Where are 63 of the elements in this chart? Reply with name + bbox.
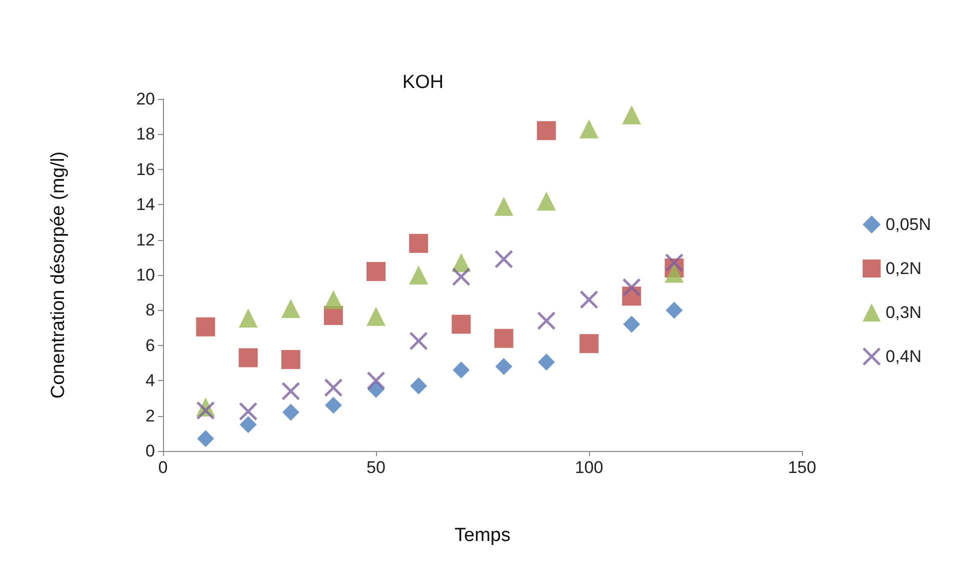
point [238,348,258,368]
point [622,278,641,296]
point [666,302,683,319]
point [622,105,642,124]
point [239,402,258,420]
x-axis-title: Temps [454,525,510,546]
point [324,396,342,414]
point [452,314,471,334]
point [664,264,684,283]
y-tick-label: 8 [146,300,155,320]
point [536,121,556,140]
x-tick-label: 150 [788,458,816,477]
point [366,306,386,326]
y-tick-label: 2 [146,406,155,426]
point [196,317,216,336]
point [238,308,258,328]
point [367,372,385,390]
point [197,430,214,448]
point [580,119,598,138]
point [494,250,513,268]
y-tick-label: 14 [136,195,155,214]
point [623,316,640,333]
x-tick-label: 0 [158,458,168,477]
point [452,268,470,286]
point [495,358,512,376]
y-axis-title: Conentration désorpée (mg/l) [48,151,69,399]
legend-label: 0,4N [886,347,922,366]
point [452,362,470,379]
point [196,402,215,420]
y-tick-label: 4 [146,371,155,390]
y-tick-label: 12 [136,230,155,250]
y-tick-label: 10 [136,266,155,284]
point [324,290,343,310]
point [282,404,300,421]
point [281,350,300,369]
x-tick-label: 50 [366,458,386,477]
point [410,332,428,350]
point [281,298,300,318]
point [538,354,555,371]
point [409,266,428,284]
y-tick-label: 6 [146,336,155,355]
point [536,192,556,211]
point [580,290,598,309]
point [324,378,342,397]
point [282,382,300,400]
point [494,328,514,348]
point [494,196,514,216]
point [240,416,257,434]
chart-title: KOH [402,72,444,93]
point [580,334,598,354]
x-tick-label: 100 [574,458,604,477]
y-tick-label: 20 [136,90,155,108]
y-tick-label: 0 [146,442,155,460]
point [537,312,556,330]
legend-label: 0,05N [886,215,932,234]
point [409,234,428,253]
point [410,377,428,394]
legend-label: 0,3N [886,303,922,322]
y-tick-label: 18 [136,124,155,144]
point [366,262,386,281]
point [665,254,684,272]
y-tick-label: 16 [136,160,155,179]
legend-label: 0,2N [886,259,922,278]
